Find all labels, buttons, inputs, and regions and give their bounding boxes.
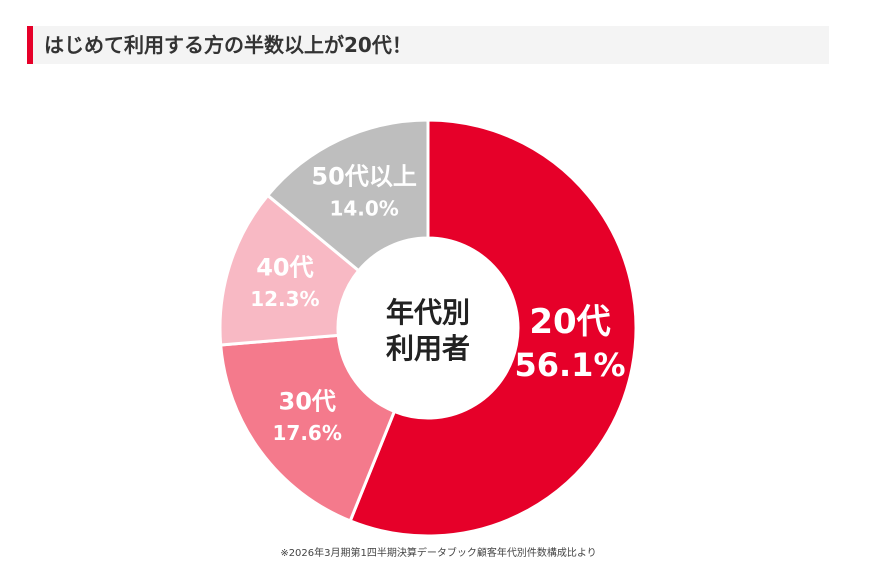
slice-label-1: 30代 xyxy=(279,387,336,415)
slice-1 xyxy=(219,333,397,523)
slice-label-2: 40代 xyxy=(256,253,313,281)
chart-source-footnote: ※2026年3月期第1四半期決算データブック顧客年代別件数構成比より xyxy=(280,548,597,559)
slice-label-0: 20代 xyxy=(529,302,610,342)
slice-value-0: 56.1% xyxy=(514,346,625,384)
slice-2 xyxy=(218,193,361,347)
section-heading: はじめて利用する方の半数以上が20代！ xyxy=(27,26,829,64)
slice-value-2: 12.3% xyxy=(250,287,319,311)
center-label-line-0: 年代別 xyxy=(386,296,470,329)
slice-3 xyxy=(265,118,430,273)
slice-0 xyxy=(348,118,638,538)
heading-accent-bar xyxy=(27,26,33,64)
heading-title: はじめて利用する方の半数以上が20代！ xyxy=(44,33,412,57)
slice-value-3: 14.0% xyxy=(329,196,398,220)
center-label-line-1: 利用者 xyxy=(386,332,470,365)
slice-label-3: 50代以上 xyxy=(311,163,416,191)
slice-value-1: 17.6% xyxy=(273,421,342,445)
